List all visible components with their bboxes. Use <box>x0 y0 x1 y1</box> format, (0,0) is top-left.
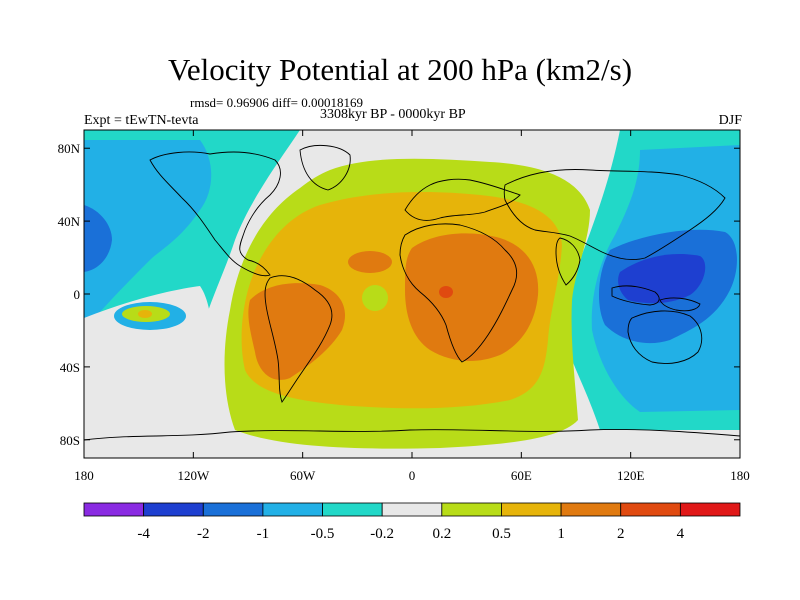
y-tick-label: 80N <box>58 141 81 156</box>
colorbar-label: 2 <box>617 526 625 542</box>
field-orange-americas <box>248 283 346 380</box>
x-tick-label: 120E <box>617 468 645 483</box>
colorbar-swatch <box>679 502 741 517</box>
colorbar-label: -2 <box>197 526 210 542</box>
colorbar-swatch <box>381 502 443 517</box>
x-tick-label: 180 <box>74 468 94 483</box>
colorbar-swatch <box>620 502 681 517</box>
field-lightblue-west <box>84 140 212 330</box>
field-redorange-core <box>439 286 453 298</box>
coast-maritime <box>611 285 701 312</box>
y-tick-label: 80S <box>60 433 80 448</box>
coast-north-america <box>149 151 281 277</box>
field-gold-patch <box>138 310 152 318</box>
field-darkblue-east <box>618 253 706 304</box>
colorbar-label: -4 <box>137 526 150 542</box>
coast-africa <box>399 223 518 363</box>
x-tick-label: 120W <box>177 468 210 483</box>
coast-antarctica <box>84 429 740 441</box>
x-tick-label: 180 <box>730 468 750 483</box>
season-label: DJF <box>718 113 742 128</box>
coast-asia <box>503 169 726 261</box>
field-neutral-tongue <box>84 286 230 458</box>
colorbar-swatch <box>202 502 264 517</box>
colorbar-label: 0.2 <box>432 526 451 542</box>
stats-line: rmsd= 0.96906 diff= 0.00018169 <box>190 95 363 110</box>
y-tick-label: 40S <box>60 360 80 375</box>
colorbar-swatch <box>560 502 622 517</box>
chart-title: Velocity Potential at 200 hPa (km2/s) <box>167 52 633 87</box>
colorbar-swatch <box>83 502 145 517</box>
x-tick-label: 60E <box>511 468 532 483</box>
x-tick-label: 0 <box>409 468 416 483</box>
map-field <box>84 130 740 458</box>
coast-australia <box>627 310 703 364</box>
colorbar-label: 4 <box>677 526 685 542</box>
x-tick-label: 60W <box>290 468 316 483</box>
colorbar: -4 -2 -1 -0.5 -0.2 0.2 0.5 1 2 4 <box>83 502 741 542</box>
colorbar-label: 1 <box>557 526 565 542</box>
coast-greenland <box>299 144 351 191</box>
field-yellow-hole <box>362 285 388 311</box>
experiment-label: Expt = tEwTN-tevta <box>84 113 199 128</box>
period-line: 3308kyr BP - 0000kyr BP <box>320 107 466 122</box>
field-blue-west <box>84 205 112 272</box>
coast-india <box>555 237 581 286</box>
colorbar-label: -0.5 <box>311 526 335 542</box>
x-axis: 180 120W 60W 0 60E 120E 180 <box>74 130 750 483</box>
colorbar-label: 0.5 <box>492 526 511 542</box>
coastlines <box>84 144 740 441</box>
y-tick-label: 0 <box>74 287 81 302</box>
colorbar-swatch <box>322 502 383 517</box>
field-orange-africa <box>405 233 539 362</box>
colorbar-swatch <box>441 502 502 517</box>
colorbar-label: -1 <box>257 526 270 542</box>
colorbar-swatch <box>262 502 323 517</box>
colorbar-swatch <box>143 502 204 517</box>
coast-south-america <box>264 275 333 403</box>
colorbar-swatch <box>501 502 562 517</box>
y-tick-label: 40N <box>58 214 81 229</box>
coast-europe <box>404 178 521 221</box>
field-orange-atlantic <box>348 251 392 273</box>
colorbar-label: -0.2 <box>370 526 394 542</box>
y-axis: 80N 40N 0 40S 80S <box>58 141 740 448</box>
